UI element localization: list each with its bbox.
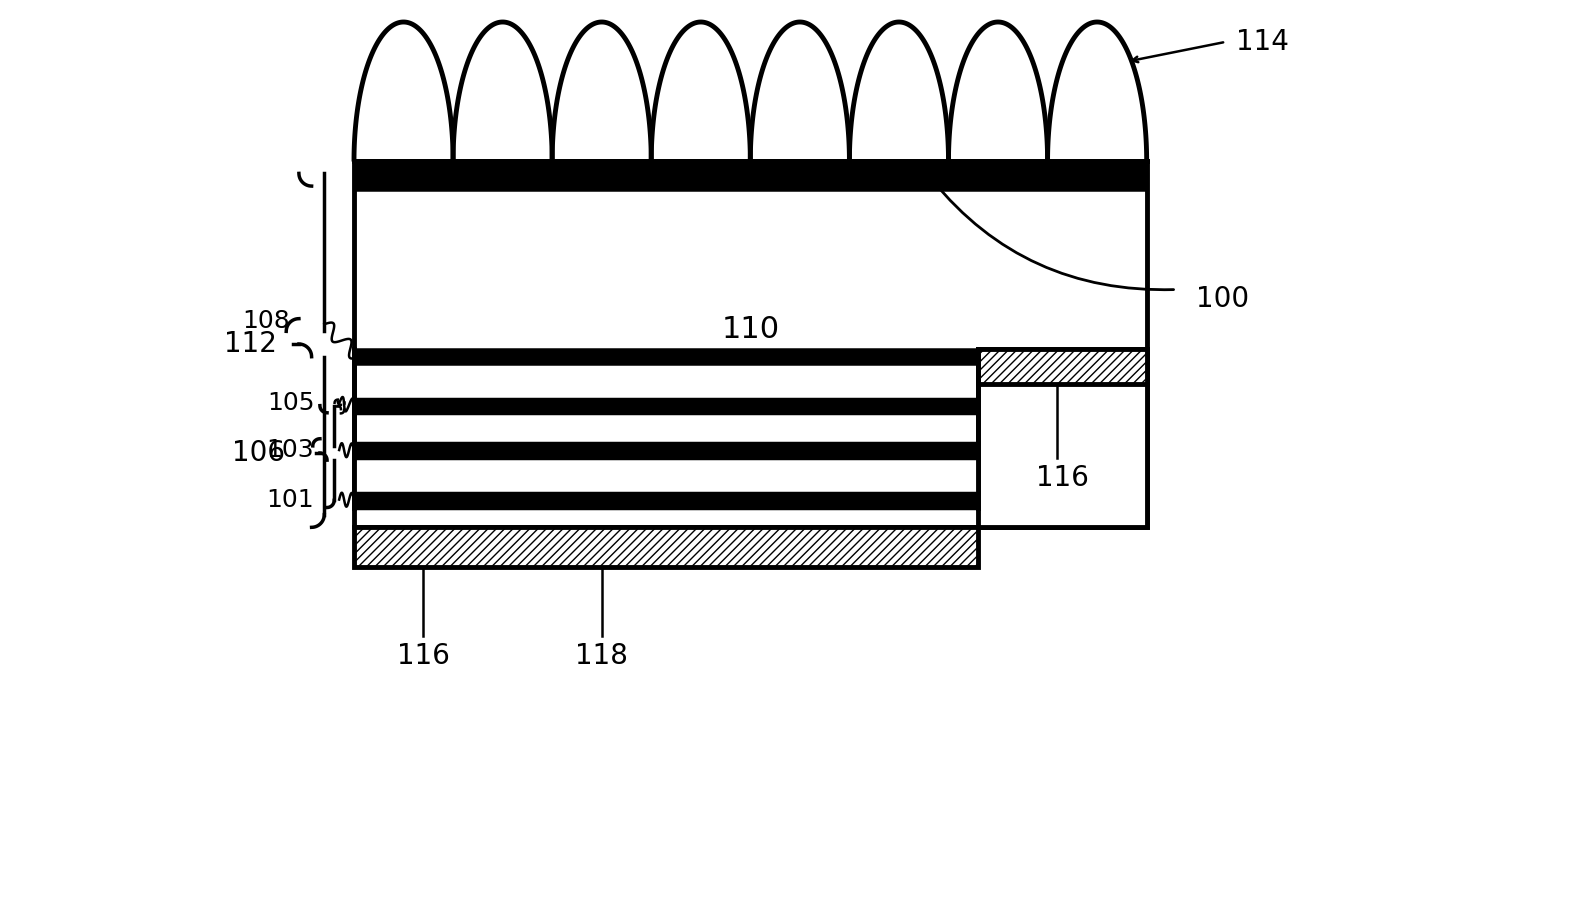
Bar bbox=[354, 443, 978, 458]
Text: 112: 112 bbox=[223, 330, 277, 358]
Bar bbox=[354, 161, 1146, 191]
Bar bbox=[354, 528, 978, 567]
Bar bbox=[978, 349, 1146, 384]
Text: 116: 116 bbox=[396, 642, 450, 670]
Bar bbox=[978, 349, 1146, 528]
Text: 110: 110 bbox=[722, 315, 780, 343]
Text: 118: 118 bbox=[575, 642, 629, 670]
Bar bbox=[354, 161, 1146, 528]
Text: 100: 100 bbox=[1196, 285, 1250, 313]
Text: 103: 103 bbox=[267, 438, 314, 462]
Text: 101: 101 bbox=[267, 488, 314, 511]
Bar bbox=[354, 349, 1146, 364]
Bar bbox=[354, 399, 978, 413]
Text: 114: 114 bbox=[1236, 28, 1289, 55]
Text: 116: 116 bbox=[1036, 464, 1089, 492]
Text: 108: 108 bbox=[242, 310, 289, 333]
Text: 105: 105 bbox=[267, 391, 314, 416]
Bar bbox=[354, 493, 978, 508]
Text: 106: 106 bbox=[231, 439, 285, 467]
Bar bbox=[354, 458, 978, 508]
